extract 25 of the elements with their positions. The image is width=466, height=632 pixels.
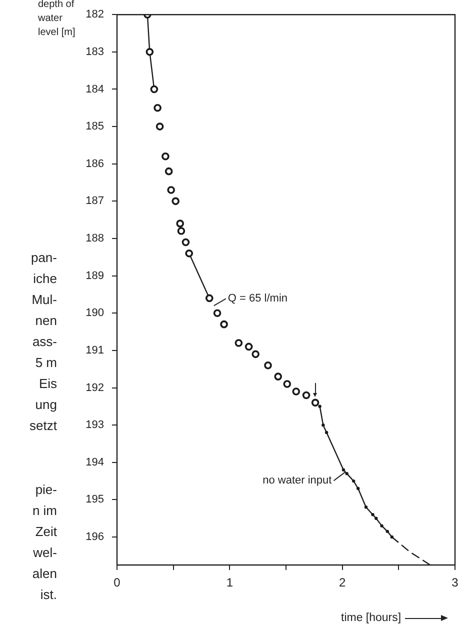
y-tick-label: 194 bbox=[86, 456, 104, 468]
y-tick-label: 193 bbox=[86, 419, 104, 432]
y-tick-label: 195 bbox=[86, 494, 104, 506]
y-tick-label: 196 bbox=[86, 531, 104, 544]
x-axis-title: time [hours] bbox=[341, 612, 402, 624]
x-tick-label: 1 bbox=[226, 576, 234, 590]
y-tick-label: 182 bbox=[86, 8, 104, 21]
y-tick-label: 185 bbox=[86, 120, 104, 133]
y-tick-label: 190 bbox=[86, 307, 104, 320]
y-tick-label: 184 bbox=[86, 83, 104, 96]
y-tick-label: 187 bbox=[86, 195, 104, 208]
text: pan- iche Mul- nen ass- 5 m Eis ung setzt bbox=[30, 250, 57, 433]
x-tick-label: 2 bbox=[338, 576, 346, 590]
y-tick-label: 183 bbox=[86, 46, 104, 58]
y-tick-label: 189 bbox=[86, 270, 104, 282]
x-tick-label: 3 bbox=[452, 576, 459, 590]
text: pie- n im Zeit wel- alen ist. bbox=[31, 481, 57, 604]
y-tick-label: 191 bbox=[86, 344, 104, 356]
y-tick-label: 188 bbox=[86, 232, 104, 245]
y-tick-label: 186 bbox=[86, 158, 104, 170]
y-axis-title: depth of water level [m] bbox=[38, 0, 76, 40]
y-tick-label: 192 bbox=[86, 382, 104, 394]
annotation: Q = 65 l/min bbox=[228, 292, 288, 305]
annotation: no water input bbox=[262, 474, 332, 487]
x-tick-label: 0 bbox=[114, 576, 121, 590]
